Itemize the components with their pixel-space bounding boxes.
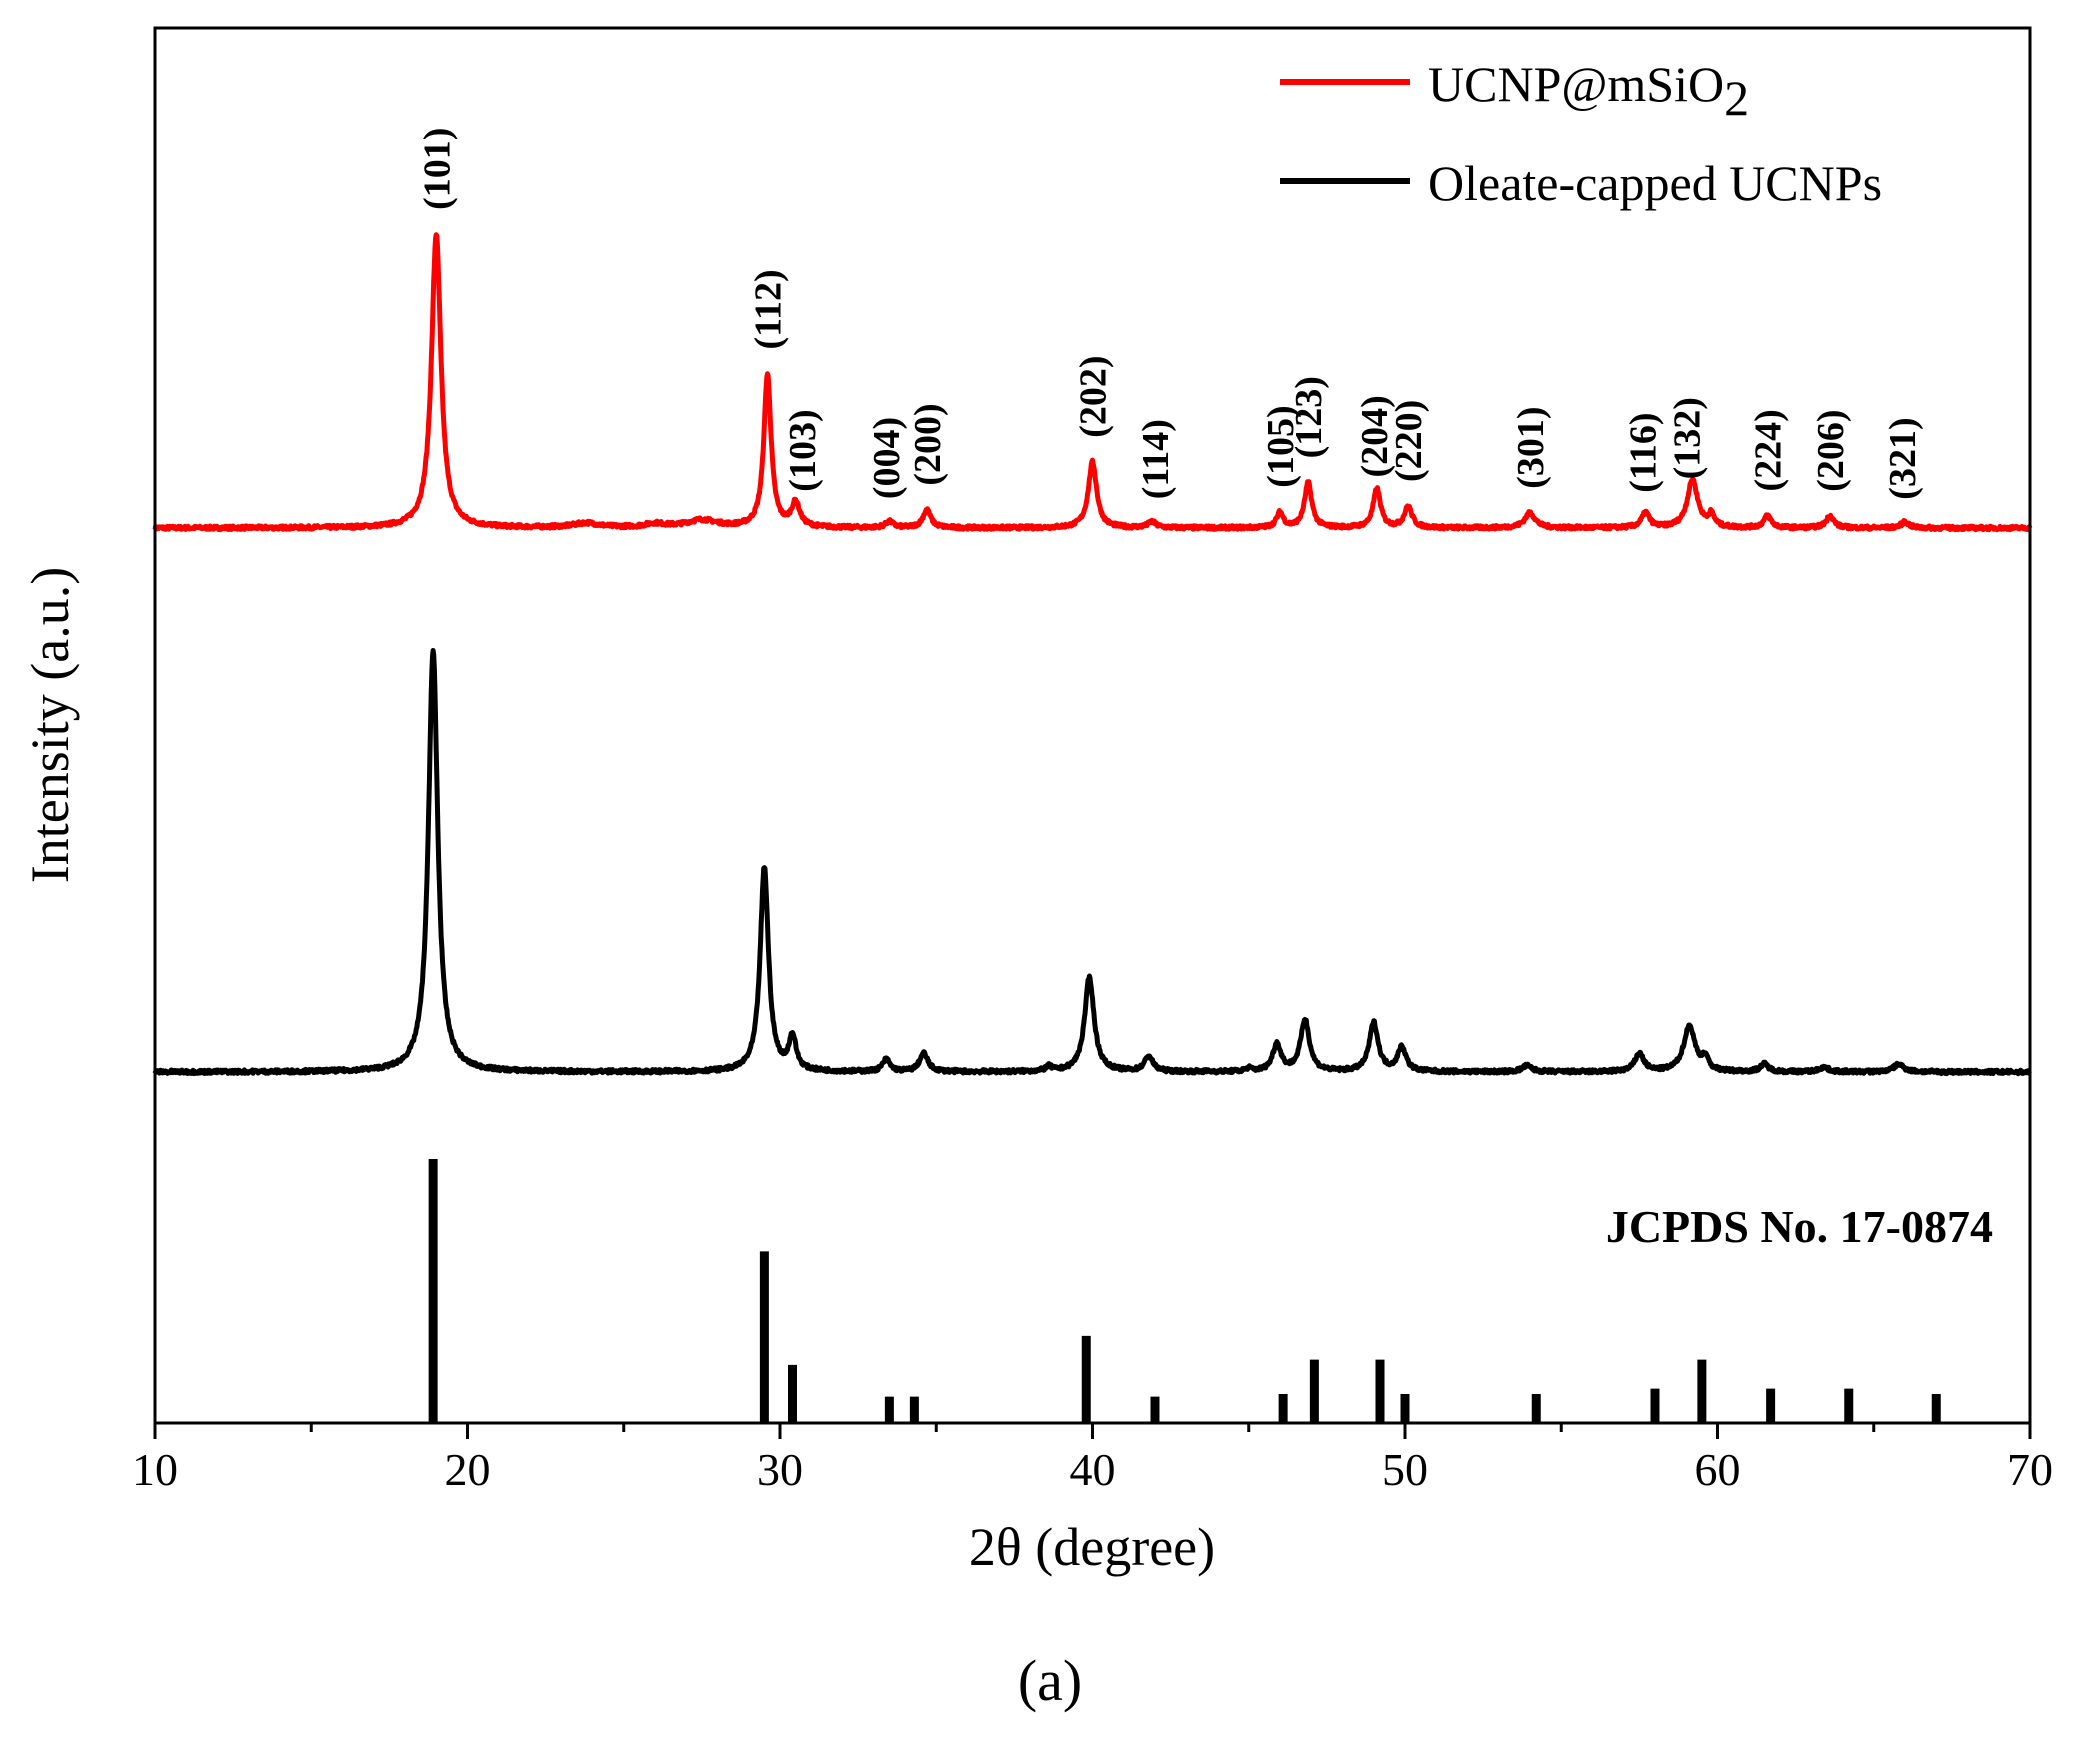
x-axis-ticks: 10 20 30 40 50 60 70 [132,1423,2053,1495]
x-tick-label: 40 [1070,1444,1116,1495]
legend-label-ucnp-msio2: UCNP@mSiO2 [1428,56,1749,126]
x-tick-label: 70 [2007,1444,2053,1495]
hkl-annotation: (321) [1882,417,1924,499]
x-tick-label: 30 [757,1444,803,1495]
y-axis-title: Intensity (a.u.) [20,567,80,883]
reference-card-label: JCPDS No. 17-0874 [1606,1201,1993,1252]
hkl-annotation: (116) [1623,412,1665,492]
hkl-annotation: (114) [1135,419,1177,499]
hkl-annotation: (101) [416,128,458,210]
hkl-annotation: (200) [907,403,949,485]
peak-annotations: (101) (112) (103) (004)(200) (202) (114) (105)… [416,128,1924,500]
hkl-annotation: (202) [1073,355,1115,437]
hkl-annotation: (103) [782,409,824,491]
legend-label-subscript: 2 [1724,70,1749,126]
hkl-annotation: (132) [1666,397,1708,479]
legend-label-main: UCNP@mSiO [1428,56,1724,112]
x-axis-title: 2θ (degree) [969,1517,1215,1577]
hkl-annotation: (123) [1288,376,1330,458]
hkl-annotation: (204) [1354,395,1396,477]
x-tick-label: 10 [132,1444,178,1495]
x-tick-label: 50 [1382,1444,1428,1495]
panel-label: (a) [1018,1648,1082,1713]
legend: UCNP@mSiO2 Oleate-capped UCNPs [1280,56,1882,211]
reference-bars [428,1159,1941,1423]
hkl-annotation: (224) [1748,409,1790,491]
hkl-annotation: (301) [1510,406,1552,488]
trace-ucnp-msio2 [152,232,2033,533]
hkl-annotation: (220) [1388,400,1430,482]
diffraction-traces [152,232,2033,1077]
hkl-annotation: (206) [1810,409,1852,491]
trace-oleate-capped [152,648,2032,1077]
legend-label-oleate: Oleate-capped UCNPs [1428,155,1882,211]
hkl-annotation: (112) [748,269,790,349]
x-tick-label: 60 [1695,1444,1741,1495]
hkl-annotation: (105) [1260,405,1302,487]
x-tick-label: 20 [445,1444,491,1495]
hkl-annotation: (004) [866,417,908,499]
